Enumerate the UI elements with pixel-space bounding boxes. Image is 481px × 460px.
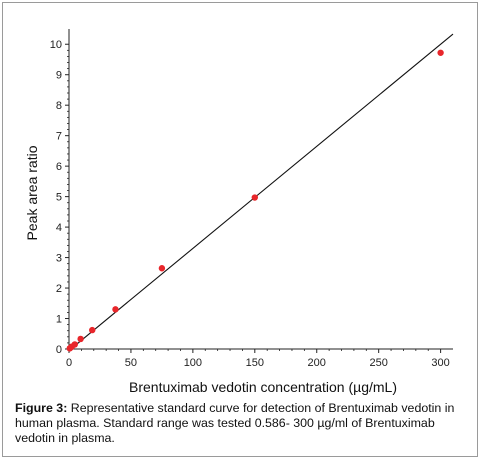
y-tick-label: 0 — [56, 344, 62, 356]
data-points — [66, 49, 444, 352]
regression-line — [68, 33, 454, 351]
y-tick-label: 1 — [56, 314, 62, 326]
y-tick-label: 8 — [56, 100, 62, 112]
y-tick-label: 10 — [50, 39, 62, 51]
y-axis-label: Peak area ratio — [24, 145, 40, 240]
data-point — [158, 265, 166, 272]
axes — [68, 29, 453, 350]
data-point — [251, 194, 259, 201]
y-tick-label: 7 — [56, 131, 62, 143]
data-point — [71, 341, 79, 348]
x-tick-label: 100 — [184, 357, 202, 369]
x-tick-label: 200 — [308, 357, 326, 369]
caption-text: Representative standard curve for detect… — [15, 401, 455, 445]
figure-panel: 0 1 2 3 4 5 6 7 8 9 10 0 50 100 150 200 250 300 Brentuxi… — [2, 2, 478, 457]
data-point — [112, 306, 119, 313]
y-tick-label: 4 — [56, 222, 62, 234]
y-tick-label: 2 — [56, 283, 62, 295]
y-axis-ticks: 0 1 2 3 4 5 6 7 8 9 10 — [50, 39, 69, 356]
x-tick-label: 300 — [431, 357, 449, 369]
data-point — [437, 49, 444, 56]
caption-label: Figure 3: — [15, 401, 68, 415]
x-axis-label: Brentuximab vedotin concentration (µg/mL… — [129, 379, 397, 395]
x-tick-label: 0 — [66, 357, 72, 369]
y-tick-label: 5 — [56, 192, 62, 204]
y-tick-label: 9 — [56, 70, 62, 82]
x-tick-label: 50 — [125, 357, 137, 369]
data-point — [89, 326, 96, 334]
x-tick-label: 150 — [246, 357, 264, 369]
x-axis-ticks: 0 50 100 150 200 250 300 — [66, 349, 450, 369]
y-tick-label: 3 — [56, 253, 62, 265]
standard-curve-chart: 0 1 2 3 4 5 6 7 8 9 10 0 50 100 150 200 250 300 Brentuxi… — [24, 29, 454, 395]
data-point — [77, 335, 84, 343]
y-tick-label: 6 — [56, 161, 62, 173]
figure-caption: Figure 3: Representative standard curve … — [15, 401, 471, 446]
x-tick-label: 250 — [369, 357, 387, 369]
